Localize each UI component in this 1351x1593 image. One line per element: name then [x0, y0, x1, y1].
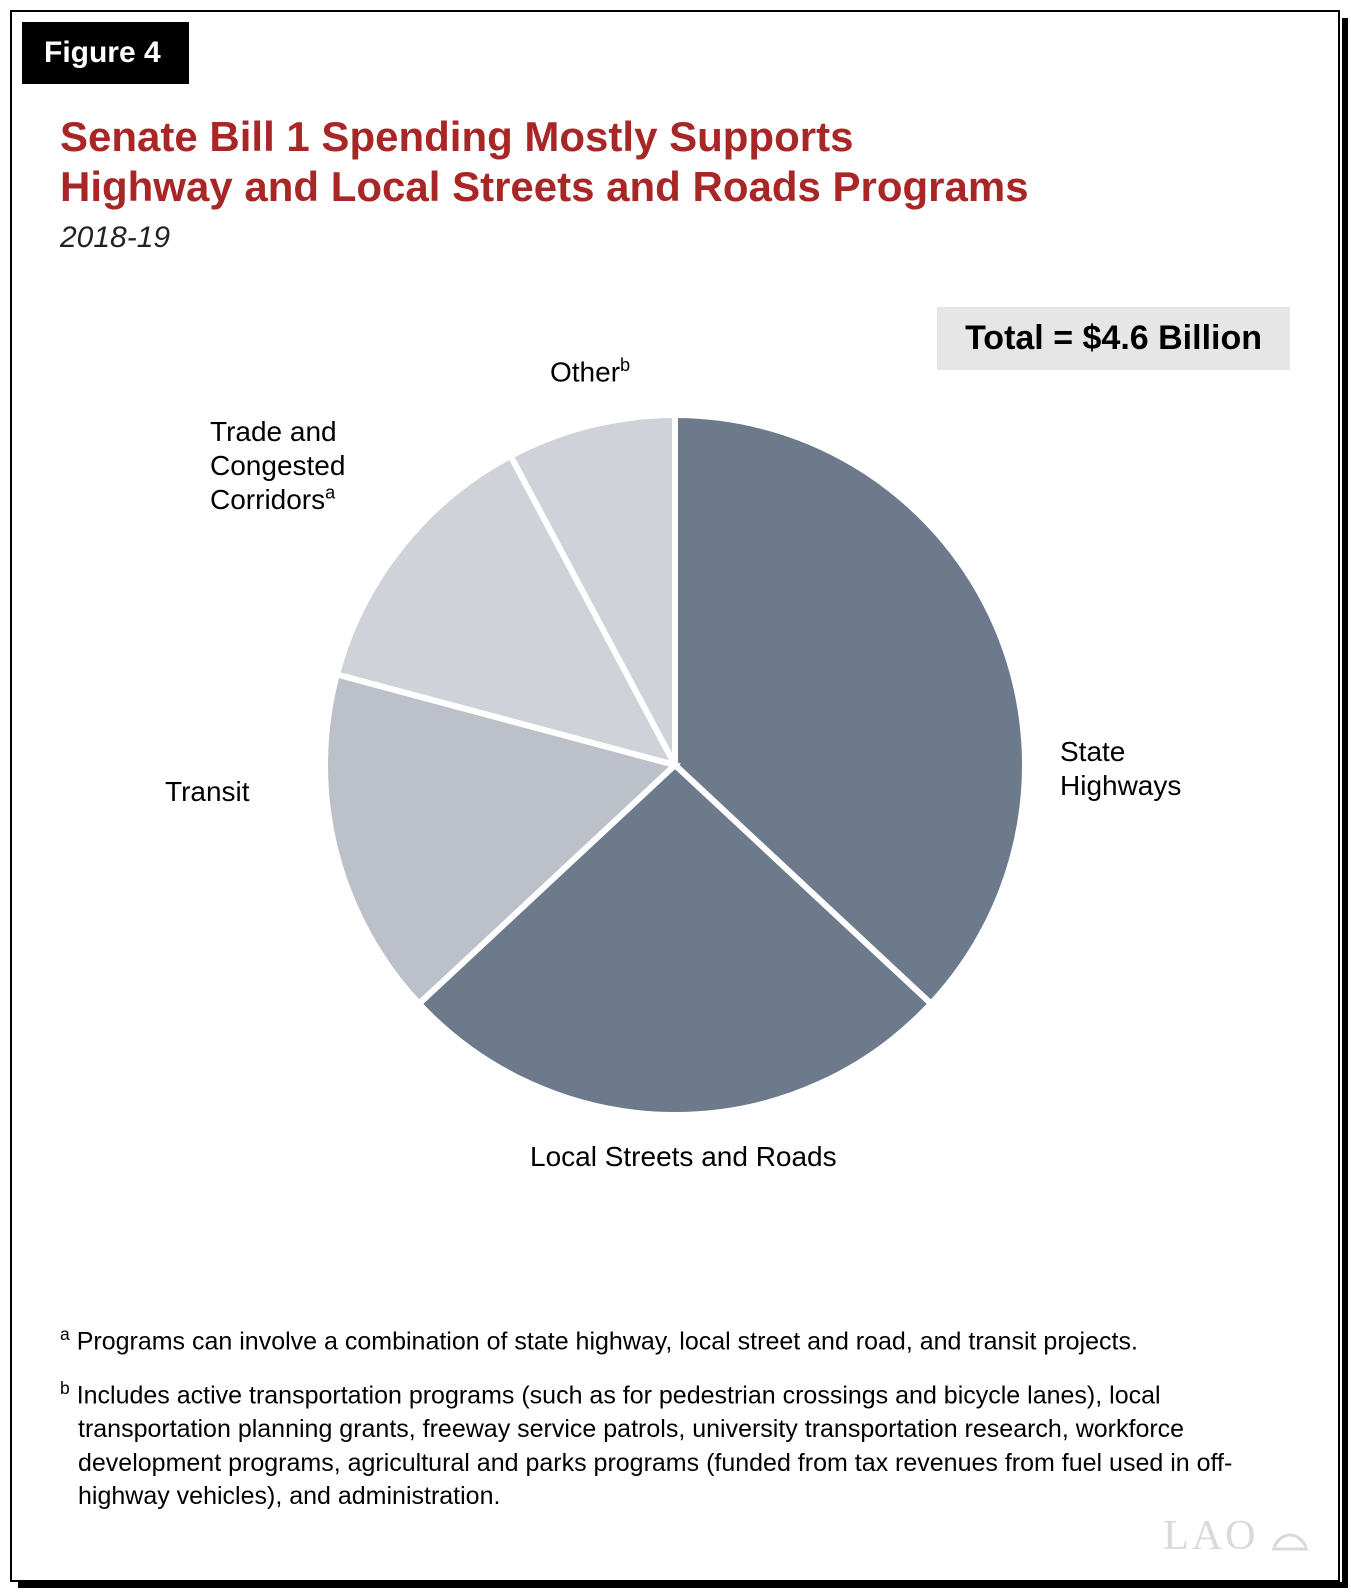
footnote-a: a Programs can involve a combination of …	[60, 1323, 1290, 1359]
footnotes: a Programs can involve a combination of …	[60, 1323, 1290, 1532]
footnote-b-text: Includes active transportation programs …	[77, 1381, 1233, 1510]
footnote-b: b Includes active transportation program…	[60, 1377, 1290, 1514]
lao-icon	[1272, 1521, 1308, 1551]
chart-title: Senate Bill 1 Spending Mostly Supports H…	[60, 112, 1290, 211]
slice-label-local-streets: Local Streets and Roads	[530, 1140, 837, 1174]
footnote-sup-b: b	[620, 355, 630, 375]
figure-container: Figure 4 Senate Bill 1 Spending Mostly S…	[10, 10, 1340, 1582]
slice-label-text: Trade andCongestedCorridorsa	[210, 416, 345, 515]
slice-label-transit: Transit	[165, 775, 250, 809]
slice-label-state-highways: StateHighways	[1060, 735, 1181, 802]
figure-label-text: Figure 4	[44, 36, 161, 69]
footnote-marker-a: a	[60, 1324, 70, 1344]
pie-chart-area: StateHighways Local Streets and Roads Tr…	[60, 335, 1290, 1195]
chart-year: 2018-19	[60, 221, 1290, 255]
figure-label-tag: Figure 4	[22, 22, 189, 84]
footnote-sup-a: a	[325, 482, 335, 502]
title-line-2: Highway and Local Streets and Roads Prog…	[60, 163, 1029, 210]
slice-label-other: Otherb	[550, 355, 630, 389]
slice-label-text: Transit	[165, 776, 250, 807]
content-area: Senate Bill 1 Spending Mostly Supports H…	[12, 12, 1338, 1235]
lao-watermark: LAO	[1163, 1512, 1308, 1560]
footnote-marker-b: b	[60, 1378, 70, 1398]
pie-chart-svg	[315, 405, 1035, 1125]
slice-label-trade-corridors: Trade andCongestedCorridorsa	[210, 415, 400, 516]
drop-shadow-bottom	[18, 1582, 1348, 1588]
drop-shadow-right	[1342, 18, 1348, 1582]
title-line-1: Senate Bill 1 Spending Mostly Supports	[60, 113, 853, 160]
footnote-a-text: Programs can involve a combination of st…	[77, 1327, 1138, 1355]
slice-label-text: Other	[550, 356, 620, 387]
slice-label-text: Local Streets and Roads	[530, 1141, 837, 1172]
watermark-text: LAO	[1163, 1513, 1258, 1559]
